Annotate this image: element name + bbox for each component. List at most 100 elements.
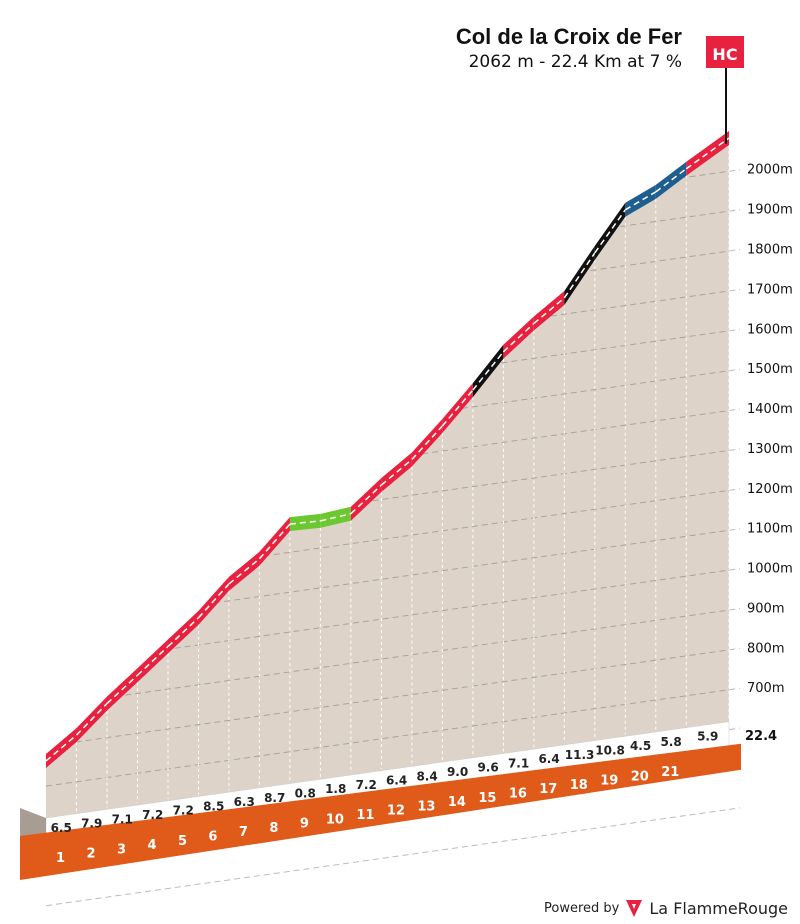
road-center-line bbox=[197, 583, 230, 619]
km-label: 20 bbox=[631, 769, 649, 784]
elevation-tick-label: 2000m bbox=[747, 163, 793, 178]
sky-mask bbox=[0, 0, 800, 768]
road-center-line bbox=[685, 137, 730, 170]
powered-by-label: Powered by bbox=[544, 900, 620, 916]
gradient-label: 4.5 bbox=[630, 739, 651, 753]
road-center-line bbox=[441, 389, 474, 427]
road-center-line bbox=[350, 484, 382, 515]
elevation-tick-label: 1800m bbox=[747, 243, 793, 258]
road-center-line bbox=[472, 351, 504, 391]
title-block: Col de la Croix de Fer 2062 m - 22.4 Km … bbox=[456, 24, 682, 74]
road-segment bbox=[381, 452, 412, 492]
gradient-label: 5.8 bbox=[660, 735, 681, 749]
gradient-label: 6.3 bbox=[234, 795, 255, 809]
road-center-line bbox=[320, 512, 352, 522]
elevation-tick-label: 900m bbox=[747, 602, 784, 617]
km-label: 9 bbox=[300, 817, 309, 832]
chart-title: Col de la Croix de Fer bbox=[455, 24, 682, 49]
road-center-line bbox=[106, 674, 138, 705]
elevation-tick-label: 1300m bbox=[747, 442, 793, 457]
elevation-tick-label: 700m bbox=[747, 681, 784, 696]
km-label: 16 bbox=[509, 787, 527, 802]
category-flag bbox=[706, 36, 744, 68]
elevation-tick-label: 1000m bbox=[747, 562, 793, 577]
km-label: 6 bbox=[208, 830, 217, 845]
elevation-tick-label: 1200m bbox=[747, 482, 793, 497]
km-label: 8 bbox=[269, 821, 278, 836]
gradient-label: 6.5 bbox=[51, 821, 72, 835]
total-distance-label: 22.4 bbox=[745, 729, 777, 744]
grid-line bbox=[45, 448, 741, 548]
elevation-tick-label: 1700m bbox=[747, 282, 793, 297]
flamme-rouge-logo-icon bbox=[626, 900, 643, 917]
km-label: 21 bbox=[661, 765, 679, 780]
gradient-label: 10.8 bbox=[595, 744, 625, 758]
road-center-line bbox=[75, 703, 108, 736]
profile-area bbox=[46, 145, 729, 818]
elevation-tick-label: 1400m bbox=[747, 402, 793, 417]
road-center-line bbox=[258, 523, 291, 560]
km-label: 4 bbox=[147, 838, 156, 853]
road-center-line bbox=[411, 425, 443, 460]
road-center-line bbox=[167, 617, 199, 648]
road-center-line bbox=[289, 520, 321, 525]
category-flag-label: HC bbox=[712, 45, 737, 64]
km-label: 5 bbox=[178, 834, 187, 849]
gradient-label: 9.0 bbox=[447, 765, 468, 779]
gradient-label: 7.2 bbox=[173, 804, 194, 818]
grid-line bbox=[45, 608, 741, 707]
elevation-tick-label: 1900m bbox=[747, 203, 793, 218]
road-segment bbox=[564, 245, 595, 305]
km-label: 17 bbox=[539, 782, 557, 797]
grid-line bbox=[45, 488, 741, 588]
gradient-label: 7.2 bbox=[356, 778, 377, 792]
grid-line bbox=[45, 568, 741, 667]
road-center-line bbox=[502, 322, 535, 353]
road-center-line bbox=[624, 191, 657, 211]
elevation-tick-label: 1100m bbox=[747, 522, 793, 537]
gradient-label: 8.7 bbox=[264, 791, 285, 805]
km-label: 1 bbox=[56, 851, 65, 866]
road-center-line bbox=[136, 645, 169, 676]
gradient-label: 0.8 bbox=[295, 787, 316, 801]
gradient-label: 11.3 bbox=[565, 748, 595, 762]
road-center-line bbox=[380, 458, 413, 486]
road-segment bbox=[533, 290, 565, 331]
road-segment bbox=[594, 202, 626, 260]
gradient-label: 7.1 bbox=[508, 756, 529, 770]
elevation-tick-label: 800m bbox=[747, 641, 784, 656]
powered-by-credit: Powered by La FlammeRouge bbox=[544, 898, 788, 918]
grid-line bbox=[45, 528, 741, 628]
elevation-tick-label: 1600m bbox=[747, 322, 793, 337]
road-center-line bbox=[533, 297, 565, 325]
km-label: 18 bbox=[570, 778, 588, 793]
km-label: 7 bbox=[239, 825, 248, 840]
road-center-line bbox=[228, 558, 260, 585]
km-label: 14 bbox=[448, 795, 466, 810]
gradient-label: 8.5 bbox=[203, 799, 224, 813]
km-label: 10 bbox=[326, 812, 344, 827]
km-label: 2 bbox=[86, 847, 95, 862]
gradient-label: 8.4 bbox=[416, 769, 437, 783]
gradient-label: 7.1 bbox=[112, 812, 133, 826]
km-strip bbox=[20, 743, 741, 880]
road-segment bbox=[625, 184, 656, 217]
gradient-label: 6.4 bbox=[386, 774, 407, 788]
grid-line bbox=[45, 647, 741, 747]
road-center-line bbox=[655, 168, 687, 193]
brand-name: La FlammeRouge bbox=[649, 898, 788, 918]
grid-line bbox=[45, 687, 741, 787]
road-center-line bbox=[563, 252, 596, 299]
gradient-label: 7.2 bbox=[142, 808, 163, 822]
gradient-label: 5.9 bbox=[697, 730, 718, 744]
chart-subtitle: 2062 m - 22.4 Km at 7 % bbox=[468, 52, 682, 72]
gradient-label: 6.4 bbox=[538, 752, 559, 766]
road-segment bbox=[686, 131, 729, 176]
road-center-line bbox=[594, 209, 626, 254]
road-segment bbox=[655, 161, 687, 199]
km-label: 3 bbox=[117, 842, 126, 857]
road-segment bbox=[228, 551, 260, 591]
km-label: 12 bbox=[387, 804, 405, 819]
gradient-label: 1.8 bbox=[325, 782, 346, 796]
